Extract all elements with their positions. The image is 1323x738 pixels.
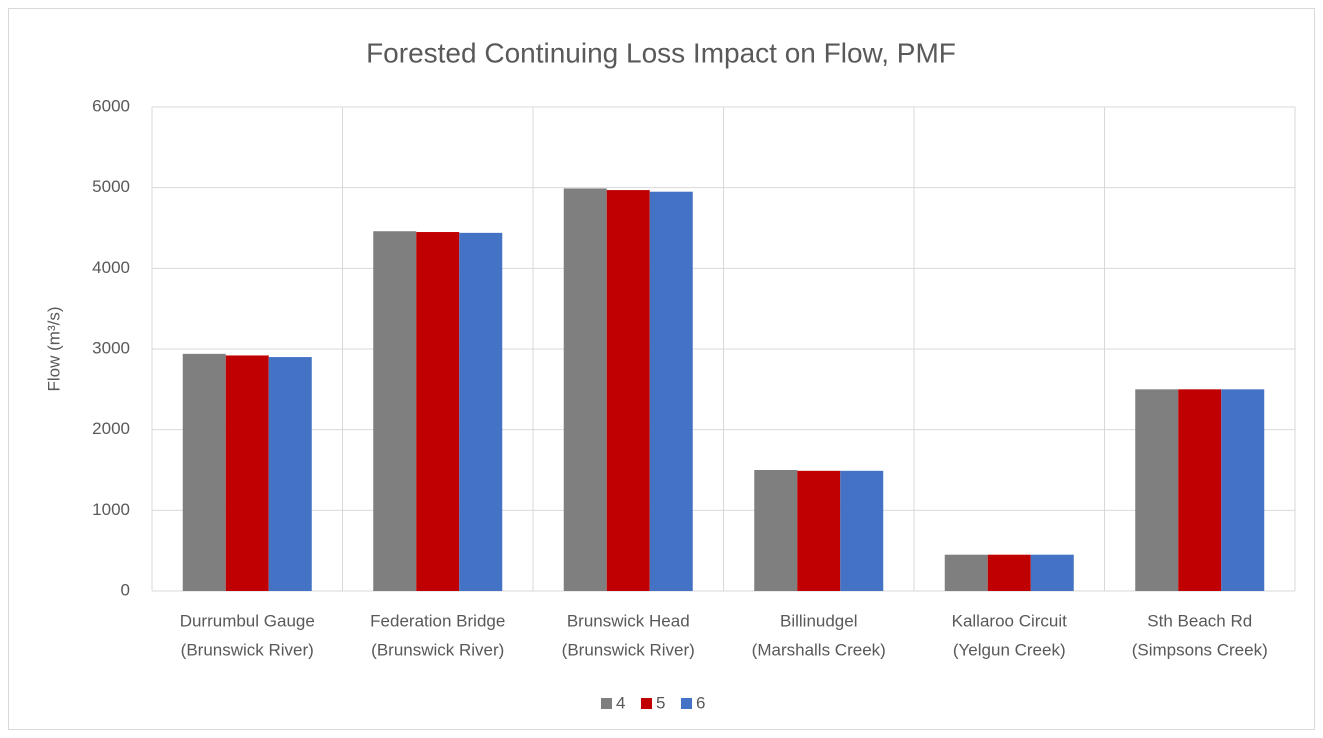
bar bbox=[606, 190, 650, 591]
y-tick-label: 1000 bbox=[92, 500, 130, 519]
legend-label: 4 bbox=[616, 693, 625, 712]
x-tick-label: Billinudgel bbox=[780, 611, 858, 630]
x-tick-label: (Simpsons Creek) bbox=[1132, 640, 1268, 659]
chart-title: Forested Continuing Loss Impact on Flow,… bbox=[366, 37, 956, 68]
y-tick-label: 2000 bbox=[92, 419, 130, 438]
bar bbox=[563, 188, 607, 591]
y-tick-label: 0 bbox=[121, 580, 130, 599]
bar bbox=[268, 357, 312, 591]
bar bbox=[373, 231, 417, 591]
x-tick-label: (Brunswick River) bbox=[371, 640, 504, 659]
legend-swatch bbox=[681, 698, 692, 709]
x-tick-label: Brunswick Head bbox=[567, 611, 690, 630]
legend-label: 6 bbox=[696, 693, 705, 712]
y-axis-label: Flow (m³/s) bbox=[44, 307, 63, 392]
legend-label: 5 bbox=[656, 693, 665, 712]
bar bbox=[1135, 389, 1179, 591]
x-tick-label: Sth Beach Rd bbox=[1147, 611, 1252, 630]
legend-swatch bbox=[601, 698, 612, 709]
bar bbox=[754, 470, 798, 591]
y-tick-label: 3000 bbox=[92, 338, 130, 357]
x-tick-label: (Brunswick River) bbox=[181, 640, 314, 659]
x-tick-label: Kallaroo Circuit bbox=[952, 611, 1068, 630]
x-tick-label: Federation Bridge bbox=[370, 611, 505, 630]
bar bbox=[1030, 554, 1074, 591]
bar bbox=[840, 470, 884, 591]
y-tick-label: 6000 bbox=[92, 96, 130, 115]
legend-swatch bbox=[641, 698, 652, 709]
bar bbox=[416, 232, 460, 592]
bar bbox=[225, 355, 269, 591]
bar bbox=[649, 191, 693, 591]
x-tick-label: Durrumbul Gauge bbox=[180, 611, 315, 630]
bar bbox=[944, 554, 988, 591]
bar bbox=[987, 554, 1031, 591]
y-tick-label: 4000 bbox=[92, 258, 130, 277]
x-tick-label: (Marshalls Creek) bbox=[752, 640, 886, 659]
x-tick-label: (Brunswick River) bbox=[562, 640, 695, 659]
x-tick-label: (Yelgun Creek) bbox=[953, 640, 1066, 659]
bar bbox=[459, 232, 503, 591]
bar bbox=[182, 353, 226, 591]
y-tick-label: 5000 bbox=[92, 177, 130, 196]
bar bbox=[1178, 389, 1222, 591]
bar bbox=[1221, 389, 1265, 591]
bar bbox=[797, 470, 841, 591]
